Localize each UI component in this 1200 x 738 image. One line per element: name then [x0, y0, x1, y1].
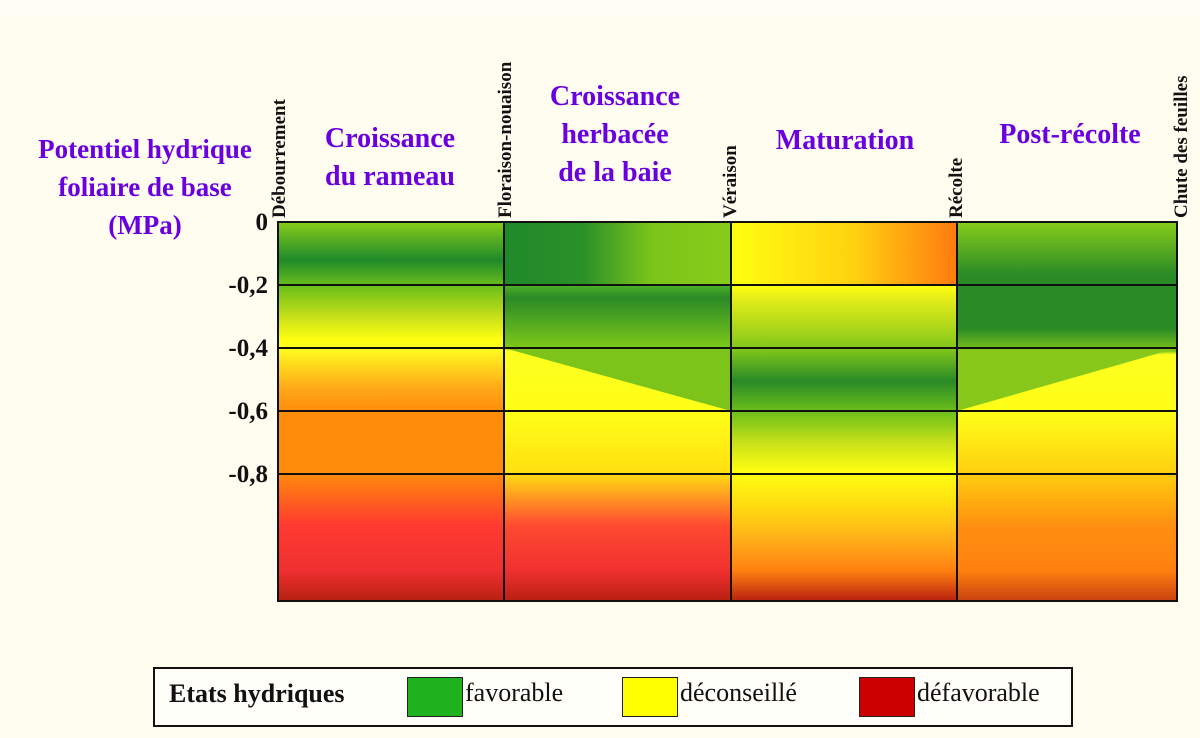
phase-line: Post-récolte	[999, 119, 1141, 150]
legend-title: Etats hydriques	[169, 679, 345, 708]
phase-croissance-rameau: Croissance du rameau	[300, 120, 480, 196]
zone-croissance-herbacee-top	[504, 222, 731, 285]
legend-label-deconseille: déconseillé	[680, 678, 797, 707]
phase-line: du rameau	[325, 161, 455, 192]
legend-swatch-defavorable	[859, 677, 915, 717]
y-tick: -0,2	[228, 272, 268, 299]
phase-line: Croissance	[549, 81, 681, 112]
y-axis-title-line: foliaire de base	[58, 172, 232, 202]
grid-lines	[277, 221, 1178, 602]
y-tick: -0,8	[228, 461, 268, 488]
legend-label-favorable: favorable	[465, 678, 564, 707]
phase-post-recolte: Post-récolte	[975, 116, 1165, 154]
legend-swatch-favorable	[407, 677, 463, 717]
phase-croissance-herbacee: Croissance herbacée de la baie	[520, 78, 710, 192]
y-axis-title: Potentiel hydrique foliaire de base (MPa…	[20, 130, 270, 244]
zone-croissance-herbacee-favorable-wedge	[504, 348, 731, 411]
phase-line: herbacée	[561, 119, 669, 150]
legend: Etats hydriques favorable déconseillé dé…	[153, 667, 1073, 727]
y-axis-title-line: Potentiel hydrique	[38, 134, 252, 164]
y-tick: -0,4	[228, 335, 268, 362]
phase-line: Maturation	[775, 125, 915, 156]
phase-maturation: Maturation	[755, 122, 935, 160]
zone-maturation-top	[731, 222, 957, 285]
y-tick: 0	[255, 209, 269, 236]
top-strip	[0, 0, 1200, 16]
y-axis-title-line: (MPa)	[108, 210, 182, 240]
legend-swatch-deconseille	[622, 677, 678, 717]
phase-line: Croissance	[324, 123, 456, 154]
phase-line: de la baie	[558, 157, 672, 188]
legend-label-defavorable: défavorable	[917, 678, 1040, 707]
zone-post-recolte-favorable-wedge	[957, 348, 1177, 411]
y-tick: -0,6	[228, 398, 268, 425]
